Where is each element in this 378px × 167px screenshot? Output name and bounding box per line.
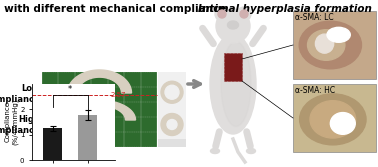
Text: High
compliance: High compliance bbox=[0, 115, 40, 135]
Text: Low
compliance: Low compliance bbox=[0, 84, 40, 104]
Ellipse shape bbox=[308, 30, 345, 60]
Circle shape bbox=[165, 85, 179, 99]
FancyArrowPatch shape bbox=[203, 28, 214, 44]
Bar bbox=[158, 72, 186, 147]
Ellipse shape bbox=[221, 42, 251, 126]
FancyArrowPatch shape bbox=[247, 132, 250, 146]
Ellipse shape bbox=[300, 94, 366, 145]
Ellipse shape bbox=[211, 148, 220, 153]
Ellipse shape bbox=[299, 21, 361, 69]
Ellipse shape bbox=[327, 27, 350, 42]
Circle shape bbox=[237, 7, 251, 21]
Bar bbox=[43, 128, 62, 160]
Circle shape bbox=[216, 9, 250, 43]
Text: Grafts with different mechanical compliance: Grafts with different mechanical complia… bbox=[0, 4, 226, 14]
Circle shape bbox=[240, 10, 248, 18]
Bar bbox=[42, 72, 157, 147]
Ellipse shape bbox=[228, 21, 239, 29]
Text: Intimal hyperplasia formation: Intimal hyperplasia formation bbox=[198, 4, 372, 14]
Bar bbox=[293, 11, 376, 79]
Bar bbox=[158, 139, 186, 147]
Polygon shape bbox=[68, 70, 132, 93]
Polygon shape bbox=[64, 100, 135, 120]
Y-axis label: Compliance
(%/40mmHg): Compliance (%/40mmHg) bbox=[5, 99, 19, 145]
Circle shape bbox=[161, 81, 183, 103]
Text: *: * bbox=[68, 85, 72, 94]
FancyArrowPatch shape bbox=[253, 28, 263, 44]
Circle shape bbox=[215, 7, 229, 21]
Text: 2.57: 2.57 bbox=[110, 92, 125, 98]
Ellipse shape bbox=[315, 34, 334, 53]
Ellipse shape bbox=[330, 113, 355, 134]
Text: α-SMA: HC: α-SMA: HC bbox=[295, 86, 335, 95]
Circle shape bbox=[161, 114, 183, 135]
Circle shape bbox=[167, 120, 177, 129]
Text: α-SMA: LC: α-SMA: LC bbox=[295, 13, 334, 22]
Bar bbox=[224, 53, 242, 81]
Ellipse shape bbox=[310, 101, 356, 138]
Bar bbox=[78, 115, 97, 160]
Circle shape bbox=[218, 10, 226, 18]
Bar bbox=[293, 84, 376, 152]
Ellipse shape bbox=[246, 148, 256, 153]
Ellipse shape bbox=[210, 34, 256, 134]
FancyArrowPatch shape bbox=[216, 132, 219, 146]
